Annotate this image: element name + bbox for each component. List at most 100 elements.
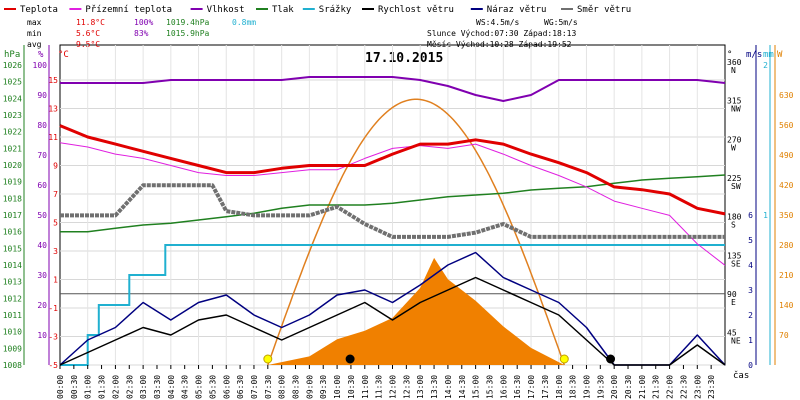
w-tick-label: 140 [779, 301, 794, 310]
stat-max-press: 1019.4hPa [166, 18, 210, 27]
x-tick-label: 10:30 [347, 375, 356, 399]
w-tick-label: 630 [779, 91, 794, 100]
x-tick-label: 02:00 [111, 375, 120, 399]
stat-min-temp: 5.6°C [76, 29, 100, 38]
x-tick-label: 22:00 [666, 375, 675, 399]
sun-marker [263, 354, 273, 364]
x-tick-label: 01:00 [84, 375, 93, 399]
degc-tick-label: 3 [53, 247, 58, 256]
x-tick-label: 17:30 [541, 375, 550, 399]
hpa-tick-label: 1010 [3, 328, 22, 337]
dir-tick-value: 45 [727, 329, 737, 338]
dir-tick-cardinal: NW [731, 105, 741, 114]
hpa-tick-label: 1012 [3, 294, 22, 303]
hpa-tick-label: 1025 [3, 78, 22, 87]
stat-moon: Měsíc Východ:10:28 Západ:19:52 [427, 40, 572, 49]
dir-tick-value: 180 [727, 213, 742, 222]
w-tick-label: 210 [779, 271, 794, 280]
dir-tick-value: 315 [727, 97, 742, 106]
x-tick-label: 20:30 [624, 375, 633, 399]
stat-max-temp: 11.8°C [76, 18, 105, 27]
sun-moon-markers [263, 354, 616, 364]
legend: Teplota Přízemní teplota Vlhkost Tlak Srážky… [4, 5, 631, 15]
x-tick-label: 16:00 [499, 375, 508, 399]
wind-dir-line [60, 183, 725, 239]
degc-tick-label: 5 [53, 219, 58, 228]
dir-tick-value: 90 [727, 290, 737, 299]
moon-marker [345, 354, 355, 364]
legend-label: Směr větru [577, 5, 631, 15]
degc-tick-label: 13 [48, 105, 58, 114]
degc-tick-label: 15 [48, 76, 58, 85]
stat-ws: WS:4.5m/s [476, 18, 520, 27]
x-tick-label: 14:30 [458, 375, 467, 399]
x-tick-label: 00:30 [70, 375, 79, 399]
stat-min-hum: 83% [134, 29, 149, 38]
pct-tick-label: 100 [33, 61, 48, 70]
ms-tick-label: 1 [748, 336, 753, 345]
stat-avg-temp: 9.5°C [76, 40, 100, 49]
legend-label: Náraz větru [487, 5, 547, 15]
dir-tick-cardinal: SW [731, 182, 741, 191]
x-ticks: 00:00 00:30 01:00 01:30 02:00 02:30 03:00 03:30… [56, 365, 716, 399]
x-tick-label: 04:00 [167, 375, 176, 399]
hpa-tick-label: 1014 [3, 261, 22, 270]
axis-label-mm: mm [763, 50, 774, 60]
legend-label: Vlhkost [207, 5, 245, 15]
axis-label-w: W [777, 50, 783, 60]
pct-tick-label: 30 [37, 271, 47, 280]
x-tick-label: 12:30 [402, 375, 411, 399]
dir-tick-cardinal: E [731, 298, 736, 307]
x-tick-label: 20:00 [610, 375, 619, 399]
dir-tick-value: 225 [727, 174, 742, 183]
chart-title: 17.10.2015 [365, 51, 443, 66]
stat-wg: WG:5m/s [544, 18, 578, 27]
x-tick-label: 00:00 [56, 375, 65, 399]
x-tick-label: 21:00 [638, 375, 647, 399]
legend-label: Srážky [319, 5, 352, 15]
legend-label: Přízemní teplota [85, 5, 172, 15]
ground-temp-line [59, 142, 726, 266]
pct-tick-label: 20 [37, 301, 47, 310]
degc-tick-label: 11 [48, 133, 58, 142]
x-tick-label: 10:00 [333, 375, 342, 399]
x-tick-label: 03:30 [153, 375, 162, 399]
axis-label-pct: % [38, 50, 44, 60]
ms-tick-label: 4 [748, 261, 753, 270]
stat-max-rain: 0.8mm [232, 18, 256, 27]
degc-tick-label: -5 [48, 361, 58, 370]
w-tick-label: 350 [779, 211, 794, 220]
hpa-tick-label: 1023 [3, 111, 22, 120]
x-tick-label: 05:00 [195, 375, 204, 399]
legend-label: Tlak [272, 5, 294, 15]
stat-sun: Slunce Východ:07:30 Západ:18:13 [427, 29, 576, 38]
pct-tick-label: 40 [37, 241, 47, 250]
hpa-tick-label: 1009 [3, 344, 22, 353]
moon-marker [606, 354, 616, 364]
x-tick-label: 05:30 [208, 375, 217, 399]
x-tick-label: 15:00 [472, 375, 481, 399]
axes: 1026102510241023102210211020101910181017… [3, 45, 794, 370]
x-tick-label: 06:00 [222, 375, 231, 399]
axis-label-hpa: hPa [4, 50, 20, 60]
pressure-line [60, 174, 726, 233]
stat-max-label: max [27, 18, 42, 27]
x-tick-label: 13:30 [430, 375, 439, 399]
x-tick-label: 16:30 [513, 375, 522, 399]
hpa-tick-label: 1021 [3, 144, 22, 153]
axis-label-time: čas [733, 370, 749, 381]
hpa-tick-label: 1017 [3, 211, 22, 220]
x-tick-label: 09:30 [319, 375, 328, 399]
x-tick-label: 13:00 [416, 375, 425, 399]
dir-tick-cardinal: NE [731, 337, 741, 346]
x-tick-label: 02:30 [125, 375, 134, 399]
rain-line [60, 244, 725, 366]
degc-tick-label: -3 [48, 333, 58, 342]
mm-tick-label: 2 [763, 61, 768, 70]
x-tick-label: 07:30 [264, 375, 273, 399]
stat-max-hum: 100% [134, 18, 153, 27]
x-tick-label: 08:30 [292, 375, 301, 399]
hpa-tick-label: 1022 [3, 128, 22, 137]
x-tick-label: 04:30 [181, 375, 190, 399]
x-tick-label: 18:30 [569, 375, 578, 399]
